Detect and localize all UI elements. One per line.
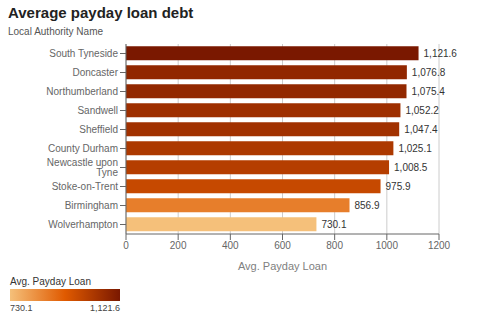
svg-text:200: 200 — [170, 240, 187, 251]
svg-text:County Durham: County Durham — [48, 143, 118, 154]
svg-text:Wolverhampton: Wolverhampton — [48, 219, 118, 230]
svg-text:600: 600 — [274, 240, 291, 251]
svg-text:Stoke-on-Trent: Stoke-on-Trent — [52, 181, 119, 192]
svg-text:Northumberland: Northumberland — [46, 86, 118, 97]
svg-text:800: 800 — [326, 240, 343, 251]
html-text:Avg. Payday Loan: Avg. Payday Loan — [10, 276, 91, 287]
svg-text:Sheffield: Sheffield — [79, 124, 118, 135]
svg-text:730.1: 730.1 — [321, 219, 346, 230]
svg-text:1,076.8: 1,076.8 — [412, 67, 446, 78]
html-text:Local Authority Name: Local Authority Name — [8, 26, 104, 37]
svg-text:Avg. Payday Loan: Avg. Payday Loan — [238, 260, 327, 272]
svg-text:Doncaster: Doncaster — [72, 67, 118, 78]
html-text:Average payday loan debt: Average payday loan debt — [8, 4, 194, 21]
svg-text:South Tyneside: South Tyneside — [49, 48, 118, 59]
svg-text:1,008.5: 1,008.5 — [394, 162, 428, 173]
svg-text:1,047.4: 1,047.4 — [404, 124, 438, 135]
svg-text:400: 400 — [222, 240, 239, 251]
svg-text:1,075.4: 1,075.4 — [412, 86, 446, 97]
html-text:730.1: 730.1 — [10, 303, 33, 313]
svg-text:975.9: 975.9 — [386, 181, 411, 192]
svg-text:Sandwell: Sandwell — [77, 105, 118, 116]
svg-text:1200: 1200 — [428, 240, 451, 251]
svg-text:1,025.1: 1,025.1 — [398, 143, 432, 154]
svg-text:1,121.6: 1,121.6 — [424, 48, 458, 59]
svg-text:Birmingham: Birmingham — [65, 200, 118, 211]
svg-text:1,052.2: 1,052.2 — [405, 105, 439, 116]
svg-text:Newcastle uponTyne: Newcastle uponTyne — [47, 157, 119, 178]
svg-text:856.9: 856.9 — [355, 200, 380, 211]
svg-text:0: 0 — [123, 240, 129, 251]
svg-text:1000: 1000 — [376, 240, 399, 251]
html-text:1,121.6: 1,121.6 — [90, 303, 120, 313]
